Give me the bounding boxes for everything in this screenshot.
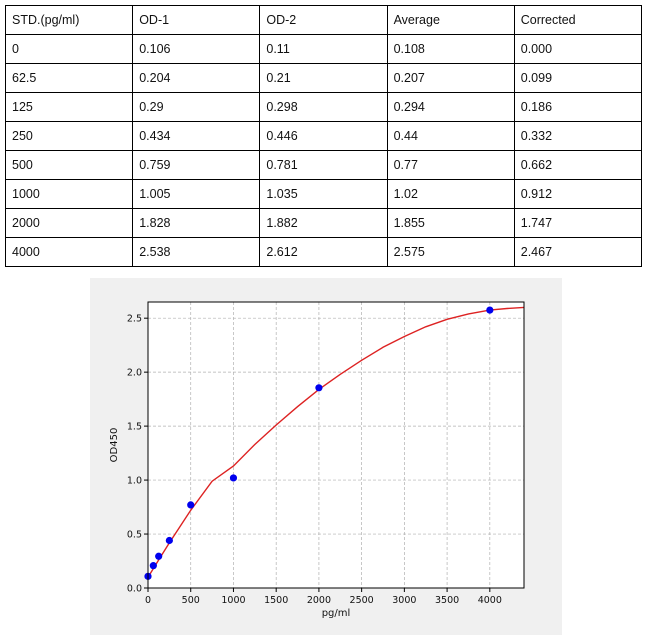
cell-od2: 2.612 xyxy=(259,237,388,267)
table-row: 500 0.759 0.781 0.77 0.662 xyxy=(4,150,643,180)
cell-corrected: 0.000 xyxy=(513,34,643,64)
data-point xyxy=(187,501,195,509)
y-tick-label: 2.5 xyxy=(127,314,142,325)
y-axis-label: OD450 xyxy=(109,428,120,463)
cell-corrected: 0.662 xyxy=(513,150,643,180)
cell-corrected: 0.912 xyxy=(513,179,643,209)
cell-od2: 0.298 xyxy=(259,92,388,122)
header-corrected: Corrected xyxy=(513,5,643,35)
x-tick-label: 2000 xyxy=(307,595,331,606)
plot-area xyxy=(148,302,524,588)
table-row: 2000 1.828 1.882 1.855 1.747 xyxy=(4,208,643,238)
cell-average: 0.108 xyxy=(386,34,515,64)
x-axis-label: pg/ml xyxy=(322,608,351,619)
cell-average: 1.855 xyxy=(386,208,515,238)
header-od1: OD-1 xyxy=(132,5,261,35)
header-std: STD.(pg/ml) xyxy=(4,5,134,35)
cell-od1: 1.828 xyxy=(132,208,261,238)
y-tick-label: 0.0 xyxy=(127,584,142,595)
x-tick-label: 500 xyxy=(182,595,200,606)
cell-corrected: 1.747 xyxy=(513,208,643,238)
cell-average: 0.77 xyxy=(386,150,515,180)
cell-od2: 1.882 xyxy=(259,208,388,238)
table-row: 1000 1.005 1.035 1.02 0.912 xyxy=(4,179,643,209)
cell-od2: 0.781 xyxy=(259,150,388,180)
cell-average: 2.575 xyxy=(386,237,515,267)
cell-od1: 2.538 xyxy=(132,237,261,267)
cell-average: 0.44 xyxy=(386,121,515,151)
cell-corrected: 0.186 xyxy=(513,92,643,122)
cell-std: 2000 xyxy=(4,208,134,238)
cell-average: 1.02 xyxy=(386,179,515,209)
y-tick-label: 0.5 xyxy=(127,530,142,541)
x-tick-label: 3500 xyxy=(435,595,459,606)
table-header-row: STD.(pg/ml) OD-1 OD-2 Average Corrected xyxy=(4,5,643,35)
data-point xyxy=(165,536,173,545)
cell-od1: 1.005 xyxy=(132,179,261,209)
data-point xyxy=(155,552,163,560)
cell-od1: 0.204 xyxy=(132,63,261,93)
cell-corrected: 0.099 xyxy=(513,63,643,93)
cell-std: 250 xyxy=(4,121,134,151)
cell-od2: 0.446 xyxy=(259,121,388,151)
header-average: Average xyxy=(386,5,515,35)
cell-std: 500 xyxy=(4,150,134,180)
data-point xyxy=(315,384,323,392)
data-point xyxy=(149,562,157,570)
table-row: 4000 2.538 2.612 2.575 2.467 xyxy=(4,237,643,267)
x-tick-label: 1500 xyxy=(264,595,288,606)
y-tick-label: 2.0 xyxy=(127,368,142,379)
standard-curve-table: STD.(pg/ml) OD-1 OD-2 Average Corrected … xyxy=(4,5,643,267)
cell-od2: 0.11 xyxy=(259,34,388,64)
x-tick-label: 2500 xyxy=(350,595,374,606)
table-row: 62.5 0.204 0.21 0.207 0.099 xyxy=(4,63,643,93)
x-tick-label: 1000 xyxy=(221,595,245,606)
x-tick-label: 4000 xyxy=(478,595,502,606)
cell-corrected: 2.467 xyxy=(513,237,643,267)
cell-std: 1000 xyxy=(4,179,134,209)
cell-od1: 0.106 xyxy=(132,34,261,64)
cell-std: 62.5 xyxy=(4,63,134,93)
table-row: 250 0.434 0.446 0.44 0.332 xyxy=(4,121,643,151)
plot-frame xyxy=(147,301,525,589)
header-od2: OD-2 xyxy=(259,5,388,35)
chart-svg: 0 500 1000 1500 2000 2500 3000 3500 4000 0.0 0.5 1.… xyxy=(109,301,525,619)
data-point xyxy=(486,306,494,314)
x-tick-label: 0 xyxy=(145,595,151,606)
table-row: 125 0.29 0.298 0.294 0.186 xyxy=(4,92,643,122)
standard-curve-chart: 0 500 1000 1500 2000 2500 3000 3500 4000 0.0 0.5 1.… xyxy=(90,278,562,635)
data-point xyxy=(229,474,238,482)
cell-average: 0.207 xyxy=(386,63,515,93)
cell-std: 4000 xyxy=(4,237,134,267)
cell-std: 0 xyxy=(4,34,134,64)
cell-od1: 0.434 xyxy=(132,121,261,151)
x-tick-label: 3000 xyxy=(392,595,416,606)
table-row: 0 0.106 0.11 0.108 0.000 xyxy=(4,34,643,64)
cell-od2: 0.21 xyxy=(259,63,388,93)
cell-std: 125 xyxy=(4,92,134,122)
cell-corrected: 0.332 xyxy=(513,121,643,151)
y-tick-label: 1.0 xyxy=(127,476,142,487)
cell-average: 0.294 xyxy=(386,92,515,122)
cell-od1: 0.29 xyxy=(132,92,261,122)
y-tick-label: 1.5 xyxy=(127,422,142,433)
cell-od1: 0.759 xyxy=(132,150,261,180)
cell-od2: 1.035 xyxy=(259,179,388,209)
